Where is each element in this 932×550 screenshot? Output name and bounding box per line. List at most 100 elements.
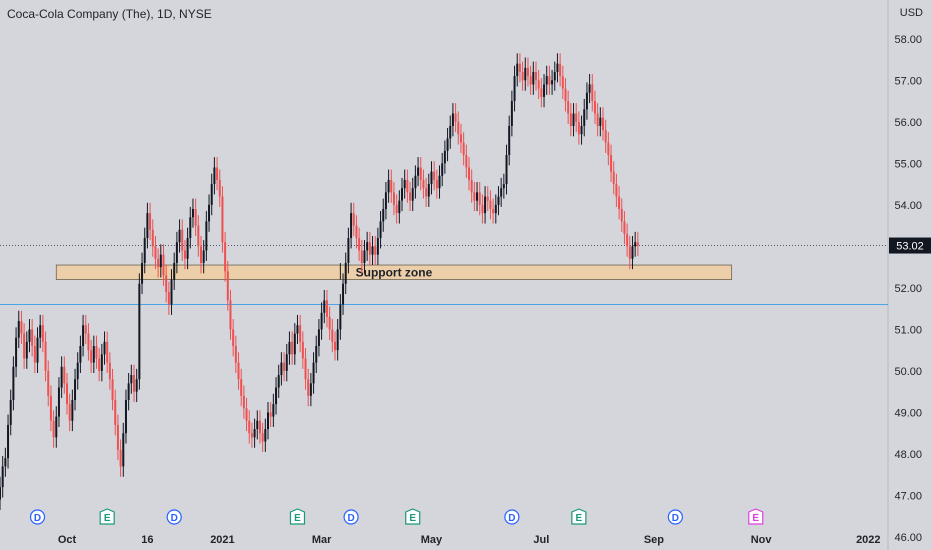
candle-body: [154, 246, 157, 259]
candle-body: [540, 88, 543, 97]
y-tick-label: 49.00: [894, 407, 922, 419]
candle-body: [636, 242, 639, 246]
candle-body: [280, 362, 283, 376]
candle-body: [167, 292, 170, 305]
candle-body: [175, 242, 178, 263]
candle-body: [23, 333, 26, 359]
candle-body: [317, 329, 320, 347]
candle-body: [293, 333, 296, 355]
candle-body: [465, 155, 468, 168]
candle-body: [116, 424, 119, 450]
x-tick-label: Jul: [533, 534, 549, 546]
candle-body: [599, 117, 602, 126]
candle-body: [553, 71, 556, 81]
candle-body: [135, 379, 138, 392]
candle-body: [510, 101, 513, 126]
candle-body: [350, 213, 353, 239]
candle-body: [63, 366, 66, 384]
candle-body: [403, 179, 406, 189]
candle-body: [545, 76, 548, 85]
candle-body: [398, 200, 401, 214]
candle-body: [422, 179, 425, 189]
earnings-marker-label: E: [409, 513, 416, 524]
x-tick-label: Oct: [58, 534, 77, 546]
candle-body: [1, 466, 4, 488]
candle-body: [44, 341, 47, 371]
candle-body: [258, 420, 261, 434]
candle-body: [39, 325, 42, 338]
dividend-marker-label: D: [34, 513, 41, 524]
candle-body: [170, 279, 173, 305]
candle-body: [449, 125, 452, 139]
candle-body: [454, 113, 457, 122]
candle-body: [612, 171, 615, 185]
earnings-marker: [571, 508, 587, 525]
x-tick-label: 2022: [856, 534, 880, 546]
candle-body: [82, 325, 85, 347]
candle-body: [559, 63, 562, 77]
dividend-marker: [29, 509, 46, 525]
candle-body: [478, 192, 481, 205]
candle-body: [561, 76, 564, 89]
currency-label: USD: [899, 7, 923, 19]
candle-body: [248, 420, 251, 434]
candle-body: [221, 196, 224, 243]
candle-body: [87, 333, 90, 351]
candle-body: [151, 229, 154, 247]
candle-body: [92, 346, 95, 363]
candle-body: [580, 125, 583, 135]
candle-body: [535, 71, 537, 81]
candle-body: [502, 184, 505, 189]
candle-body: [200, 246, 202, 263]
candle-body: [462, 142, 465, 156]
candle-body: [551, 80, 554, 85]
candle-body: [473, 192, 476, 201]
candle-body: [384, 192, 387, 209]
candle-body: [130, 375, 133, 384]
candle-body: [556, 63, 559, 72]
candle-body: [272, 404, 275, 417]
candle-body: [71, 399, 74, 421]
candle-body: [500, 188, 503, 197]
dividend-marker: [343, 509, 359, 525]
candle-body: [12, 366, 15, 400]
candle-body: [516, 63, 519, 77]
candle-body: [623, 221, 626, 234]
candle-body: [489, 200, 492, 209]
x-tick-label: Mar: [312, 534, 332, 546]
candle-body: [355, 225, 358, 239]
candle-body: [304, 358, 307, 380]
candle-body: [165, 275, 168, 293]
candle-body: [127, 383, 130, 400]
candle-body: [588, 84, 591, 93]
candle-body: [596, 113, 599, 126]
candle-body: [33, 346, 36, 363]
candle-body: [524, 67, 527, 81]
candle-body: [543, 84, 546, 97]
candle-body: [618, 196, 621, 209]
candle-body: [604, 130, 607, 143]
dividend-marker: [667, 509, 683, 525]
candle-body: [7, 424, 10, 459]
candle-body: [98, 358, 101, 371]
candle-body: [143, 238, 146, 263]
candle-body: [141, 262, 144, 284]
candle-body: [323, 300, 326, 313]
candle-body: [441, 163, 444, 176]
candle-body: [122, 433, 125, 467]
candle-body: [245, 408, 248, 421]
y-tick-label: 58.00: [894, 34, 922, 46]
dividend-marker-label: D: [171, 513, 178, 524]
chart-title: Coca-Cola Company (The), 1D, NYSE: [7, 7, 212, 21]
candle-body: [577, 121, 580, 135]
candle-body: [430, 171, 433, 185]
candle-body: [41, 325, 44, 342]
y-tick-label: 48.00: [894, 449, 922, 461]
candle-body: [347, 238, 350, 263]
candle-body: [283, 362, 286, 371]
last-price-badge: [889, 237, 931, 254]
candle-body: [564, 88, 567, 102]
candle-body: [210, 184, 213, 205]
